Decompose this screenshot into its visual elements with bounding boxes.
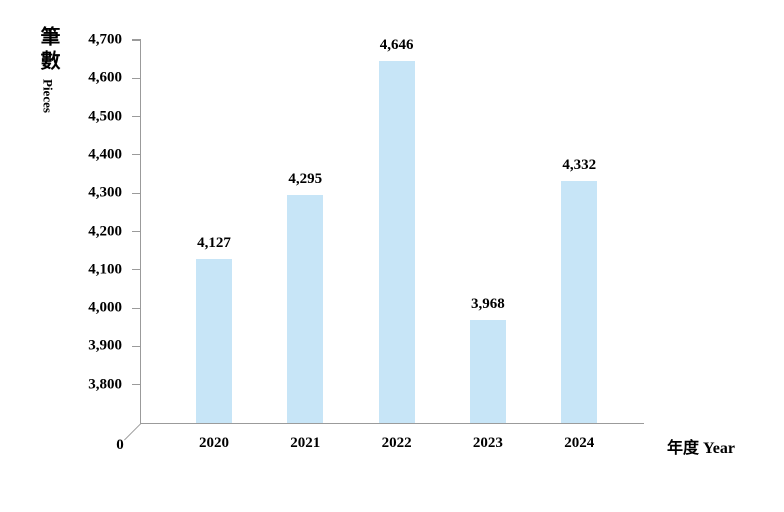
y-tick-label: 4,200 (88, 223, 122, 239)
y-tick-label: 4,600 (88, 69, 122, 86)
y-tick-mark (132, 77, 141, 79)
bar-value-label: 4,127 (197, 235, 231, 252)
bar-2023 (469, 320, 506, 423)
y-tick-label: 3,800 (88, 376, 122, 393)
y-tick-label: 4,500 (88, 108, 122, 125)
y-tick-label: 3,900 (88, 337, 122, 354)
y-tick-mark (132, 116, 141, 118)
origin-break-line (123, 422, 142, 441)
bar-value-label: 4,332 (562, 156, 597, 173)
x-category-label: 2022 (381, 435, 412, 451)
x-axis-line (140, 422, 644, 424)
y-tick-mark (132, 269, 141, 271)
y-tick-mark (132, 230, 141, 233)
bar-2024 (561, 180, 598, 423)
y-axis-title-zh: 筆數 (37, 26, 59, 74)
y-axis-line (140, 40, 142, 424)
y-tick-mark (132, 345, 141, 347)
bar-value-label: 4,646 (379, 36, 414, 53)
x-category-label: 2020 (199, 435, 229, 451)
y-tick-label: 4,100 (88, 261, 122, 278)
x-axis-title: 年度 Year (667, 440, 735, 457)
bar-value-label: 4,295 (288, 171, 323, 188)
x-category-label: 2024 (564, 435, 595, 451)
y-tick-mark (132, 154, 141, 156)
bar-2021 (287, 195, 324, 423)
y-tick-mark (132, 192, 141, 194)
y-tick-label: 4,000 (88, 299, 122, 316)
x-category-label: 2021 (290, 435, 321, 451)
bar-2020 (196, 259, 232, 423)
x-category-label: 2023 (472, 435, 503, 451)
y-tick-label: 4,700 (88, 31, 122, 48)
y-axis-title: 筆數 Pieces (34, 26, 62, 113)
y-tick-mark (132, 384, 141, 386)
y-tick-mark (132, 39, 141, 41)
y-tick-label: 4,400 (88, 146, 122, 163)
bar-value-label: 3,968 (471, 296, 505, 313)
y-axis-title-en: Pieces (40, 79, 56, 113)
origin-label: 0 (116, 437, 124, 453)
y-tick-label: 4,300 (88, 184, 122, 201)
y-tick-mark (132, 307, 141, 309)
bar-2022 (378, 60, 415, 423)
